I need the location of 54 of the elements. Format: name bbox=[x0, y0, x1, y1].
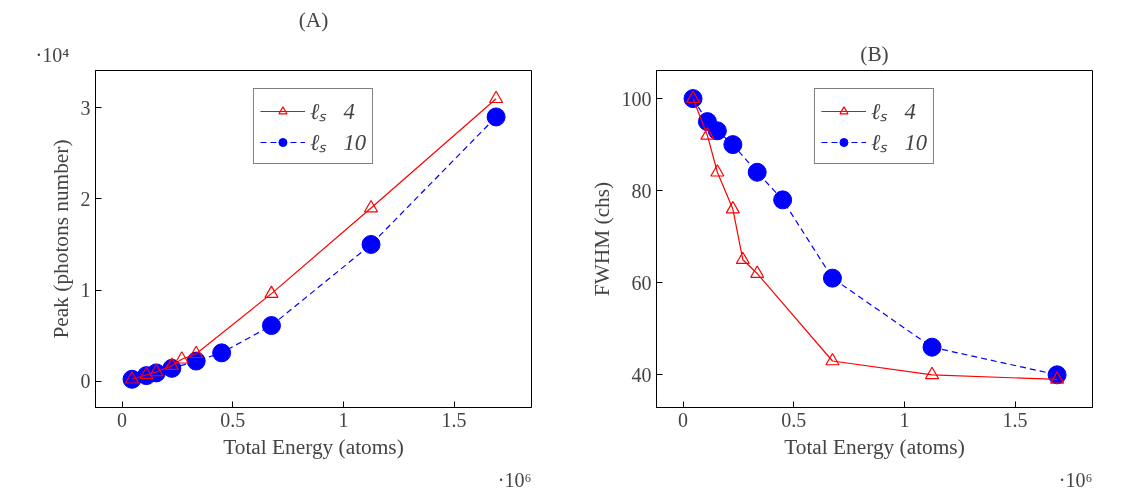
y-tick-label: 40 bbox=[631, 363, 652, 386]
y-tick-label: 80 bbox=[631, 179, 652, 202]
point bbox=[174, 351, 189, 364]
x-axis-title: Total Energy (atoms) bbox=[784, 434, 965, 459]
legend-label: ℓₛ 10 bbox=[309, 129, 367, 157]
y-tick-label: 0 bbox=[80, 370, 91, 393]
text: ·10⁶ bbox=[1058, 468, 1093, 491]
y-axis-title: FWHM (chs) bbox=[589, 181, 614, 297]
point bbox=[124, 371, 140, 384]
x-tick-label: 1 bbox=[338, 408, 349, 431]
point bbox=[363, 199, 379, 213]
point bbox=[707, 121, 727, 141]
point bbox=[725, 200, 740, 214]
y-tick-label: 2 bbox=[80, 187, 91, 210]
point bbox=[1049, 371, 1065, 384]
y-tick-label: 60 bbox=[631, 271, 652, 294]
x-tick-label: 1 bbox=[899, 408, 910, 431]
point bbox=[700, 127, 715, 140]
legend-label: ℓₛ 10 bbox=[870, 129, 928, 157]
point bbox=[747, 162, 767, 182]
point bbox=[361, 234, 381, 254]
point bbox=[685, 90, 701, 103]
point bbox=[924, 366, 940, 380]
point bbox=[750, 265, 765, 278]
point bbox=[922, 337, 942, 357]
x-axis-title: Total Energy (atoms) bbox=[223, 434, 404, 459]
point bbox=[488, 90, 504, 104]
x-tick-label: 0 bbox=[117, 408, 128, 431]
y-tick-label: 1 bbox=[80, 279, 91, 302]
point bbox=[773, 190, 793, 210]
chart-title: (B) bbox=[860, 41, 889, 66]
y-tick-label: 100 bbox=[621, 87, 652, 110]
point bbox=[486, 107, 506, 127]
point bbox=[735, 251, 750, 265]
point bbox=[189, 345, 204, 359]
chart-title: (A) bbox=[298, 7, 329, 32]
point bbox=[264, 285, 279, 298]
y-tick-label: 3 bbox=[80, 96, 91, 119]
point bbox=[825, 352, 840, 366]
point bbox=[212, 343, 232, 363]
point bbox=[261, 316, 281, 336]
x-tick-label: 0.5 bbox=[781, 408, 807, 431]
legend-label: ℓₛ 4 bbox=[309, 98, 355, 126]
y-axis-title: Peak (photons number) bbox=[48, 139, 73, 339]
text: ·10⁶ bbox=[497, 468, 532, 491]
text: ·10⁴ bbox=[35, 43, 70, 66]
legend-label: ℓₛ 4 bbox=[870, 98, 916, 126]
point bbox=[710, 164, 725, 177]
x-tick-label: 0.5 bbox=[220, 408, 246, 431]
x-tick-label: 1.5 bbox=[1002, 408, 1028, 431]
x-tick-label: 1.5 bbox=[441, 408, 467, 431]
point bbox=[723, 135, 743, 155]
x-tick-label: 0 bbox=[678, 408, 689, 431]
point bbox=[822, 268, 842, 288]
